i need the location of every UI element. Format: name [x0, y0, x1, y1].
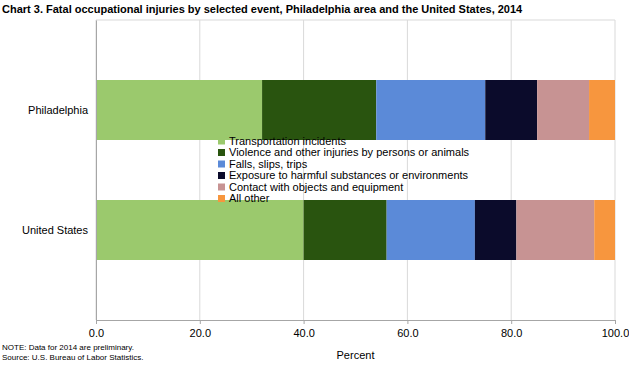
grid-line — [96, 20, 97, 320]
bar — [262, 80, 376, 140]
tick-mark — [200, 320, 201, 324]
bars — [96, 80, 615, 260]
bar — [387, 200, 475, 260]
tick: 100.0 — [602, 320, 629, 339]
tick: 40.0 — [293, 320, 314, 339]
legend-item: Violence and other injuries by persons o… — [218, 146, 470, 158]
tick: 80.0 — [501, 320, 522, 339]
legend-swatch — [218, 149, 225, 156]
category-label: United States — [22, 224, 89, 236]
tick-label: 40.0 — [293, 327, 314, 339]
legend-label: Violence and other injuries by persons o… — [229, 146, 470, 158]
legend-swatch — [218, 184, 225, 191]
legend-item: All other — [218, 192, 270, 204]
tick-mark — [96, 320, 97, 324]
bar — [589, 80, 615, 140]
bar — [537, 80, 589, 140]
legend-label: Falls, slips, trips — [229, 158, 308, 170]
y-axis: Philadelphia United States — [22, 21, 97, 321]
note: Source: U.S. Bureau of Labor Statistics. — [2, 353, 143, 362]
x-axis: 0.0 20.0 40.0 60.0 80.0 100.0 — [89, 320, 629, 339]
grid-line — [615, 20, 616, 320]
legend-swatch — [218, 161, 225, 168]
tick: United States — [22, 224, 96, 236]
legend-label: Exposure to harmful substances or enviro… — [229, 169, 469, 181]
series — [516, 80, 594, 260]
bar — [516, 200, 594, 260]
tick-mark — [615, 320, 616, 324]
tick-label: 60.0 — [397, 327, 418, 339]
tick-label: 100.0 — [602, 327, 629, 339]
series — [589, 80, 615, 260]
grid — [96, 20, 615, 320]
tick-label: 80.0 — [501, 327, 522, 339]
tick: 0.0 — [89, 320, 104, 339]
tick-label: 0.0 — [89, 327, 104, 339]
tick-mark — [304, 320, 305, 324]
bar — [96, 200, 304, 260]
tick-mark — [407, 320, 408, 324]
chart: Chart 3. Fatal occupational injuries by … — [0, 0, 629, 371]
tick: Philadelphia — [28, 104, 96, 116]
legend-label: Transportation incidents — [229, 135, 346, 147]
bar — [304, 200, 387, 260]
legend-item: Contact with objects and equipment — [218, 181, 403, 193]
category-label: Philadelphia — [28, 104, 89, 116]
legend-label: All other — [229, 192, 270, 204]
tick: 60.0 — [397, 320, 418, 339]
legend-item: Transportation incidents — [218, 135, 346, 147]
legend-label: Contact with objects and equipment — [229, 181, 403, 193]
bar — [594, 200, 615, 260]
legend-swatch — [218, 195, 225, 202]
legend-swatch — [218, 138, 225, 145]
bar — [376, 80, 485, 140]
grid-line — [511, 20, 512, 320]
legend-swatch — [218, 172, 225, 179]
x-axis-title: Percent — [337, 349, 375, 361]
tick: 20.0 — [190, 320, 211, 339]
legend-item: Falls, slips, trips — [218, 158, 308, 170]
plot-frame — [96, 20, 615, 21]
bar — [475, 200, 517, 260]
bar — [485, 80, 537, 140]
axis-line — [97, 321, 616, 325]
title: Chart 3. Fatal occupational injuries by … — [2, 3, 523, 15]
legend: Transportation incidentsViolence and oth… — [218, 135, 470, 205]
legend-item: Exposure to harmful substances or enviro… — [218, 169, 469, 181]
tick-label: 20.0 — [190, 327, 211, 339]
axis-line — [96, 21, 97, 321]
tick-mark — [511, 320, 512, 324]
note: NOTE: Data for 2014 are preliminary. — [2, 343, 134, 352]
grid-line — [199, 20, 200, 320]
bar — [96, 80, 262, 140]
